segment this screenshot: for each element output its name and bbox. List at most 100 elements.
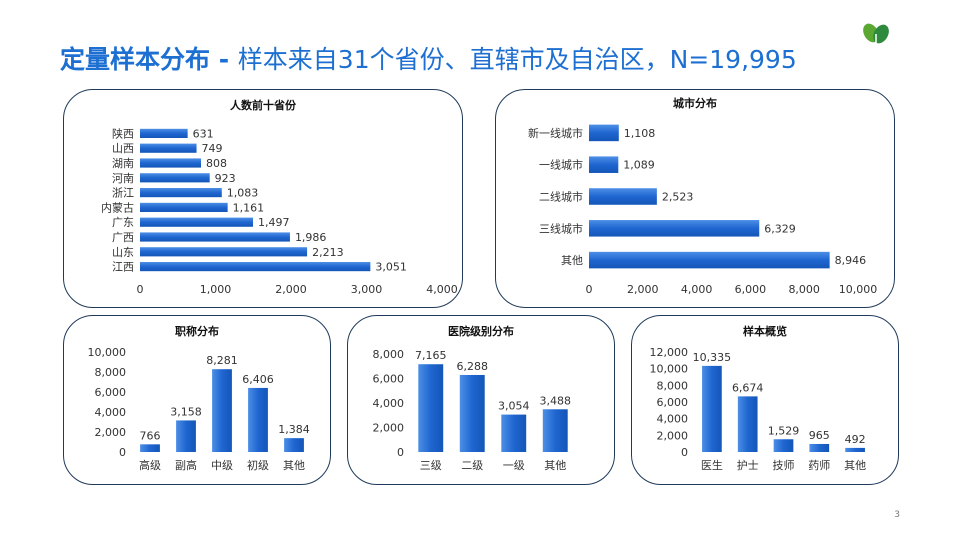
- bar: [140, 444, 160, 452]
- chart-title: 职称分布: [175, 325, 219, 338]
- tick-label: 4,000: [95, 406, 127, 419]
- category-label: 三级: [420, 459, 442, 472]
- data-label: 8,281: [206, 354, 238, 367]
- bar: [176, 420, 196, 452]
- data-label: 2,523: [662, 191, 694, 204]
- panel-hospitals: 医院级别分布 0 2,000 4,000 6,000 8,000 7,165 三级 6,288…: [347, 315, 615, 485]
- data-label: 10,335: [693, 351, 732, 364]
- tick-label: 6,000: [657, 396, 689, 409]
- bar: [140, 232, 290, 242]
- data-label: 2,213: [312, 246, 344, 259]
- bar: [589, 220, 760, 237]
- data-label: 1,497: [258, 216, 290, 229]
- category-label: 内蒙古: [101, 200, 134, 214]
- category-label: 山西: [112, 142, 134, 155]
- category-label: 副高: [175, 458, 197, 472]
- tick-label: 2,000: [627, 283, 659, 296]
- category-label: 新一线城市: [528, 126, 583, 140]
- category-label: 二级: [461, 459, 483, 472]
- category-label: 二线城市: [539, 190, 583, 204]
- tick-label: 0: [681, 446, 688, 459]
- tick-label: 0: [397, 446, 404, 459]
- data-label: 1,089: [623, 159, 655, 172]
- category-label: 广西: [112, 231, 134, 244]
- bar: [418, 364, 444, 452]
- bar: [140, 247, 308, 257]
- bar: [589, 156, 619, 173]
- leaf-logo-icon: [863, 23, 889, 48]
- category-label: 广东: [112, 216, 134, 229]
- tick-label: 8,000: [657, 379, 689, 392]
- category-label: 陕西: [112, 126, 134, 140]
- data-label: 3,488: [540, 394, 572, 407]
- bar: [501, 414, 527, 452]
- data-label: 965: [809, 429, 830, 442]
- tick-label: 8,000: [95, 366, 127, 379]
- panel-provinces: 人数前十省份 陕西 631 山西 749 湖南 808 河南 923 浙江 1,083 内蒙古 1,1…: [63, 89, 463, 308]
- chart-title: 人数前十省份: [230, 99, 296, 112]
- category-label: 山东: [112, 246, 134, 259]
- category-label: 其他: [561, 254, 583, 267]
- bar: [773, 439, 794, 452]
- panel-titles: 职称分布 0 2,000 4,000 6,000 8,000 10,000 766 高级 3,1…: [63, 315, 331, 485]
- data-label: 923: [215, 172, 236, 185]
- data-label: 766: [140, 429, 161, 442]
- chart-provinces: 陕西 631 山西 749 湖南 808 河南 923 浙江 1,083 内蒙古 1,161 广东 1,4…: [101, 126, 458, 296]
- tick-label: 10,000: [88, 346, 127, 359]
- tick-label: 8,000: [373, 348, 405, 361]
- bar: [589, 124, 619, 142]
- title-rest: 样本来自31个省份、直辖市及自治区，N=19,995: [237, 45, 797, 74]
- tick-label: 2,000: [657, 429, 689, 442]
- category-label: 一级: [503, 459, 525, 472]
- chart-hospitals: 0 2,000 4,000 6,000 8,000 7,165 三级 6,288 二级 3,054…: [373, 348, 572, 472]
- data-label: 6,406: [242, 373, 274, 386]
- data-label: 6,329: [764, 222, 796, 235]
- category-label: 医生: [701, 458, 723, 472]
- category-label: 浙江: [112, 187, 134, 200]
- bar: [140, 128, 188, 138]
- data-label: 1,108: [624, 127, 656, 140]
- tick-label: 2,000: [95, 426, 127, 439]
- chart-cities: 新一线城市 1,108 一线城市 1,089 二线城市 2,523 三线城市 6,329 其他 8…: [528, 124, 877, 296]
- data-label: 3,054: [498, 400, 530, 413]
- tick-label: 4,000: [681, 283, 713, 296]
- category-label: 一线城市: [539, 158, 583, 172]
- category-label: 江西: [112, 261, 134, 274]
- data-label: 6,674: [732, 381, 764, 394]
- data-label: 1,986: [295, 231, 327, 244]
- category-label: 高级: [139, 458, 161, 472]
- data-label: 808: [206, 157, 227, 170]
- bar: [140, 158, 202, 168]
- category-label: 其他: [544, 459, 566, 472]
- tick-label: 12,000: [650, 346, 689, 359]
- bar: [737, 396, 758, 452]
- bar: [248, 387, 268, 452]
- tick-label: 0: [586, 283, 593, 296]
- bar: [140, 173, 210, 183]
- title-main: 定量样本分布 -: [60, 45, 238, 74]
- bar: [284, 438, 304, 452]
- category-label: 初级: [247, 458, 269, 472]
- bar: [845, 447, 865, 452]
- data-label: 749: [202, 142, 223, 155]
- tick-label: 3,000: [351, 283, 383, 296]
- bar: [702, 365, 722, 452]
- tick-label: 1,000: [200, 283, 232, 296]
- bar: [140, 202, 228, 212]
- data-label: 1,529: [768, 424, 800, 437]
- data-label: 3,158: [170, 405, 202, 418]
- bar: [140, 188, 222, 198]
- data-label: 631: [193, 127, 214, 140]
- chart-title: 医院级别分布: [448, 325, 514, 338]
- category-label: 中级: [211, 459, 233, 472]
- panel-cities: 城市分布 新一线城市 1,108 一线城市 1,089 二线城市 2,523 三线城市 6,3…: [495, 89, 895, 308]
- bar: [542, 409, 568, 452]
- tick-label: 8,000: [788, 283, 820, 296]
- data-label: 7,165: [415, 349, 447, 362]
- chart-titles: 0 2,000 4,000 6,000 8,000 10,000 766 高级 3,158 副高 8…: [88, 346, 310, 472]
- tick-label: 10,000: [650, 363, 689, 376]
- category-label: 三线城市: [539, 221, 583, 235]
- category-label: 护士: [737, 458, 759, 472]
- bar: [140, 143, 197, 153]
- category-label: 其他: [283, 459, 305, 472]
